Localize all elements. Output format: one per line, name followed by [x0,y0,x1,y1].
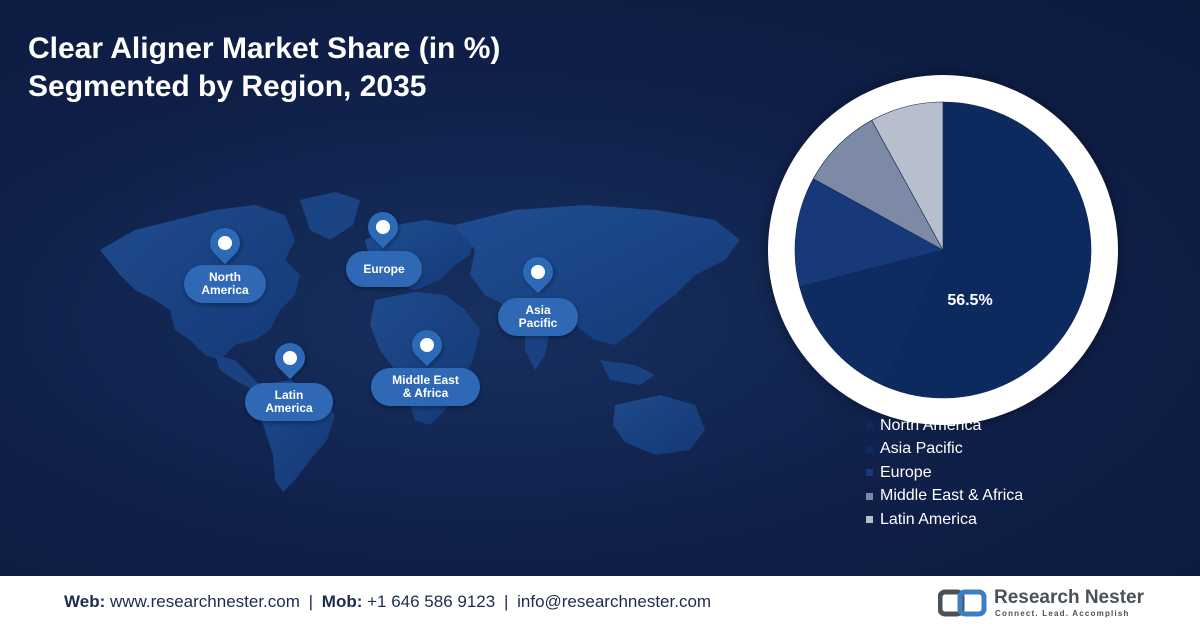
legend-label: Asia Pacific [880,440,963,458]
separator: | [503,592,509,611]
map-australia [613,395,705,455]
pie-slice-latin-america [871,101,944,251]
legend-item: Latin America [866,508,1023,532]
legend-item: Middle East & Africa [866,485,1023,509]
page-title: Clear Aligner Market Share (in %) Segmen… [28,30,500,106]
footer: Web: www.researchnester.com | Mob: +1 64… [0,576,1200,628]
region-label-latin-america: Latin America [245,383,333,421]
pie-slice-europe [794,178,944,288]
legend-label: Europe [880,463,932,481]
world-map [100,192,740,492]
region-label-europe: Europe [346,251,422,287]
region-label-north-america: North America [184,265,266,303]
map-asia [455,205,740,345]
pie-slice-asia-pacific [799,249,944,387]
email-link[interactable]: info@researchnester.com [517,592,712,611]
phone-number[interactable]: +1 646 586 9123 [367,592,496,611]
region-label-middle-east-africa: Middle East & Africa [371,368,480,406]
mob-label: Mob: [321,592,363,611]
pie-chart-ring [768,75,1118,425]
map-greenland [300,192,360,240]
legend-label: Latin America [880,510,977,528]
title-line-1: Clear Aligner Market Share (in %) [28,32,501,65]
legend-item: Asia Pacific [866,438,1023,462]
infographic-panel: Clear Aligner Market Share (in %) Segmen… [0,0,1200,576]
legend-swatch [866,469,873,477]
legend-swatch [866,516,873,524]
web-link[interactable]: www.researchnester.com [109,592,300,611]
pie-slice-middle-east-africa [812,119,944,251]
region-label-asia-pacific: Asia Pacific [498,298,578,336]
legend-label: North America [880,416,982,434]
web-label: Web: [64,592,106,611]
pie-slice-label-north-america: 56.5% [947,292,993,309]
logo-tagline: Connect. Lead. Accomplish [995,609,1130,618]
separator: | [308,592,314,611]
research-nester-logo: Research Nester Connect. Lead. Accomplis… [938,586,1148,620]
chart-legend: North America Asia Pacific Europe Middle… [866,414,1023,532]
pie-chart [794,101,1092,399]
map-central-america [215,355,260,390]
pie-slice-north-america [883,101,1092,399]
legend-item: North America [866,414,1023,438]
legend-swatch [866,422,873,430]
legend-swatch [866,492,873,500]
legend-label: Middle East & Africa [880,487,1024,505]
legend-item: Europe [866,461,1023,485]
title-line-2: Segmented by Region, 2035 [28,70,427,103]
map-southeast-asia [600,360,655,385]
legend-swatch [866,445,873,453]
logo-name: Research Nester [994,587,1144,608]
research-nester-logo-icon [938,589,987,617]
contact-line: Web: www.researchnester.com | Mob: +1 64… [64,592,711,612]
